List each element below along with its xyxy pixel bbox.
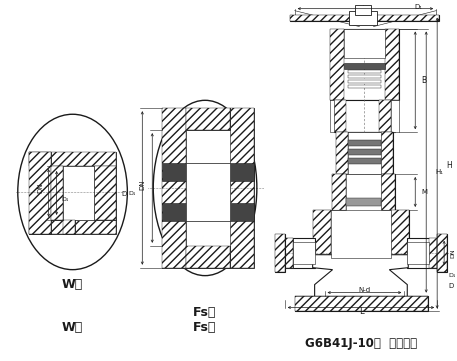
Bar [162,163,254,181]
Bar [429,238,437,268]
Bar [347,75,382,78]
Bar [407,238,437,268]
Bar [63,220,74,234]
Text: B: B [421,76,426,85]
Bar [313,210,330,258]
Bar [186,246,230,268]
Bar [29,220,117,234]
Text: Fs型: Fs型 [193,306,217,319]
Bar [162,108,186,268]
Bar [29,152,51,234]
Bar [293,242,314,264]
Bar [379,100,391,132]
Bar [334,100,345,132]
Bar [285,238,314,268]
Bar [332,174,395,212]
Bar [186,108,230,130]
Bar [275,234,285,271]
Text: DN: DN [450,248,455,257]
Polygon shape [313,255,408,300]
Ellipse shape [18,114,128,270]
Bar [347,140,382,146]
Bar [344,64,385,69]
Bar [329,29,344,100]
Bar [344,29,385,58]
Bar [285,238,293,268]
Bar [29,152,117,166]
Text: D₁: D₁ [414,4,422,10]
Text: W型: W型 [62,278,83,291]
Text: H₁: H₁ [435,169,443,175]
Bar [347,81,382,83]
Bar [335,132,393,174]
Bar [350,11,377,25]
Bar [385,29,399,100]
Bar [429,238,437,268]
Bar [275,234,285,271]
Bar [332,174,345,212]
Bar [285,238,293,268]
Bar [330,210,391,258]
Bar [329,100,334,132]
Bar [437,234,447,271]
Bar [313,210,409,258]
Bar [63,166,95,220]
Bar [407,242,429,264]
Bar [295,296,428,312]
Bar [186,163,230,221]
Text: D₁: D₁ [129,191,136,196]
Bar [347,70,382,73]
Bar [356,5,372,15]
Bar [345,174,382,212]
Bar [347,132,382,174]
Bar [230,108,254,268]
Bar [295,296,428,312]
Bar [29,220,117,234]
Bar [347,158,382,164]
Bar [437,234,447,271]
Text: Fs型: Fs型 [193,321,217,334]
Text: L: L [359,307,364,316]
Text: G6B41J-10型  常闭气动: G6B41J-10型 常闭气动 [305,337,418,350]
Bar [230,108,254,268]
Text: DN: DN [139,180,145,190]
Bar [329,29,399,100]
Bar [29,152,117,166]
Bar [382,132,393,174]
Text: W型: W型 [62,321,83,334]
Bar [334,100,395,132]
Bar [391,210,409,258]
Bar [95,166,117,220]
Bar [186,108,230,130]
Text: D₁: D₁ [448,273,456,278]
Text: H: H [446,161,452,170]
Text: D: D [122,191,127,197]
Bar [162,203,254,221]
Bar [345,198,382,206]
Text: M: M [421,189,427,195]
Bar [95,166,117,220]
Text: D₁: D₁ [61,197,68,203]
Bar [51,166,95,220]
Bar [51,166,63,220]
Bar [29,152,51,234]
Bar [391,100,399,132]
Bar [347,85,382,88]
Bar [63,220,74,234]
Bar [335,132,347,174]
Bar [186,246,230,268]
Bar [382,174,395,212]
Text: DN: DN [37,183,44,193]
Bar [51,166,63,220]
Bar [347,149,382,155]
Bar [290,15,439,21]
Bar [290,15,439,21]
Ellipse shape [153,100,257,276]
Bar [162,108,186,268]
Text: D: D [448,283,453,288]
Text: N-d: N-d [358,287,371,292]
Bar [186,108,230,268]
